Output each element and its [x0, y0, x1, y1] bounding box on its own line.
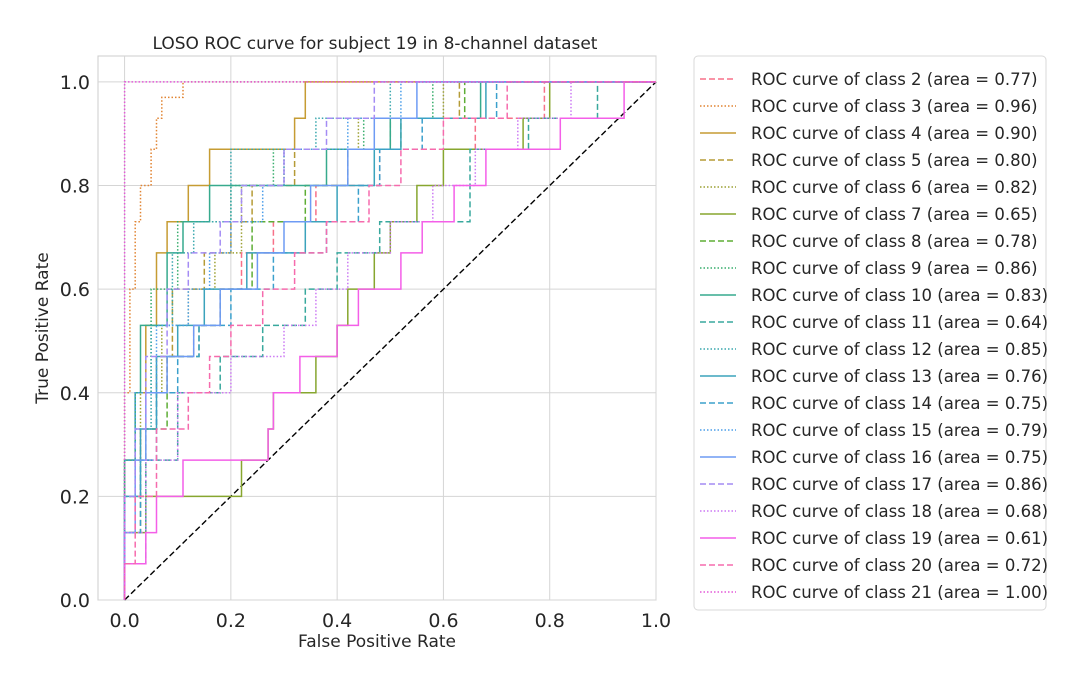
x-axis-label: False Positive Rate: [298, 632, 456, 652]
legend-entry-label: ROC curve of class 14 (area = 0.75): [751, 394, 1048, 413]
legend-entry-label: ROC curve of class 11 (area = 0.64): [751, 313, 1048, 332]
legend-entry-label: ROC curve of class 16 (area = 0.75): [751, 448, 1048, 467]
y-axis-label: True Positive Rate: [33, 252, 53, 404]
y-tick-label: 0.4: [60, 383, 90, 405]
y-tick-label: 0.2: [60, 486, 90, 508]
legend-entry-label: ROC curve of class 9 (area = 0.86): [751, 259, 1038, 278]
legend-entry-label: ROC curve of class 4 (area = 0.90): [751, 124, 1038, 143]
plot-frame: [97, 55, 657, 601]
legend-entry-label: ROC curve of class 10 (area = 0.83): [751, 286, 1048, 305]
legend-frame: [693, 55, 1047, 611]
y-tick-labels: 0.0 0.2 0.4 0.6 0.8 1.0: [60, 72, 90, 612]
legend-entry-label: ROC curve of class 3 (area = 0.96): [751, 97, 1038, 116]
x-tick-label: 0.8: [535, 610, 565, 632]
reference-line-group: [124, 81, 657, 601]
x-tick-label: 1.0: [641, 610, 671, 632]
y-tick-label: 1.0: [60, 72, 90, 94]
x-tick-label: 0.2: [216, 610, 246, 632]
legend-entry-label: ROC curve of class 13 (area = 0.76): [751, 367, 1048, 386]
chart-title: LOSO ROC curve for subject 19 in 8-chann…: [153, 34, 598, 54]
x-tick-label: 0.0: [109, 610, 139, 632]
legend-items: ROC curve of class 2 (area = 0.77) ROC cu…: [700, 70, 1048, 602]
roc-series-line-3: [123, 81, 656, 600]
roc-series-line-20: [123, 81, 656, 600]
x-tick-labels: 0.0 0.2 0.4 0.6 0.8 1.0: [109, 610, 671, 632]
legend-entry-label: ROC curve of class 12 (area = 0.85): [751, 340, 1048, 359]
series-group: [123, 81, 656, 600]
legend-entry-label: ROC curve of class 17 (area = 0.86): [751, 475, 1048, 494]
y-tick-label: 0.0: [60, 590, 90, 612]
legend-entry-label: ROC curve of class 7 (area = 0.65): [751, 205, 1038, 224]
legend-entry-label: ROC curve of class 2 (area = 0.77): [751, 70, 1038, 89]
y-tick-label: 0.6: [60, 279, 90, 301]
legend: ROC curve of class 2 (area = 0.77) ROC cu…: [693, 55, 1048, 611]
legend-entry-label: ROC curve of class 19 (area = 0.61): [751, 529, 1048, 548]
y-tick-label: 0.8: [60, 176, 90, 198]
chance-reference-line: [124, 81, 657, 601]
roc-series-line-15: [123, 81, 656, 600]
legend-entry-label: ROC curve of class 5 (area = 0.80): [751, 151, 1038, 170]
roc-series-line-21: [123, 81, 656, 600]
legend-entry-label: ROC curve of class 20 (area = 0.72): [751, 556, 1048, 575]
x-tick-label: 0.4: [322, 610, 352, 632]
roc-series-line-17: [123, 81, 656, 600]
legend-entry-label: ROC curve of class 15 (area = 0.79): [751, 421, 1048, 440]
plot-area: 0.0 0.2 0.4 0.6 0.8 1.0 0.0 0.2 0.4 0.6 0.8 1.0: [60, 55, 671, 632]
legend-entry-label: ROC curve of class 6 (area = 0.82): [751, 178, 1038, 197]
legend-entry-label: ROC curve of class 8 (area = 0.78): [751, 232, 1038, 251]
legend-entry-label: ROC curve of class 21 (area = 1.00): [751, 583, 1048, 602]
roc-series-line-13: [123, 81, 656, 600]
legend-entry-label: ROC curve of class 18 (area = 0.68): [751, 502, 1048, 521]
x-tick-label: 0.6: [428, 610, 458, 632]
